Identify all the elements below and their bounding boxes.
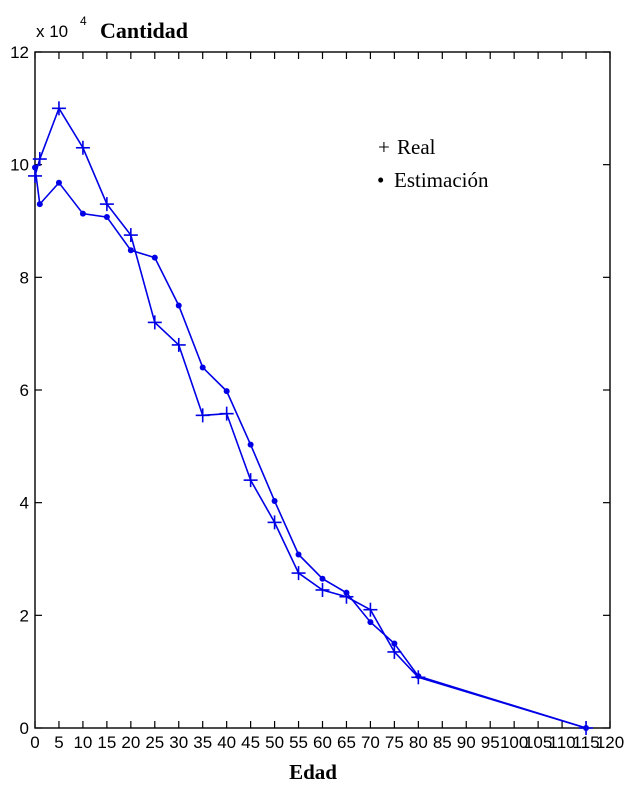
- data-point-plus: [195, 408, 210, 423]
- x-tick-label: 105: [524, 733, 552, 752]
- data-point-plus: [51, 101, 66, 116]
- data-point-dot: [271, 497, 278, 504]
- x-tick-label: 115: [572, 733, 599, 752]
- series-line: [34, 106, 587, 729]
- x-axis-label: Edad: [289, 760, 337, 784]
- y-tick-label: 12: [10, 43, 29, 62]
- x-tick-label: 5: [54, 733, 63, 752]
- data-point-dot: [175, 302, 182, 309]
- x-tick-label: 70: [361, 733, 380, 752]
- x-tick-label: 100: [500, 733, 528, 752]
- x-tick-label: 20: [121, 733, 140, 752]
- x-tick-label: 45: [241, 733, 260, 752]
- data-point-plus: [99, 197, 114, 212]
- data-point-plus: [387, 644, 402, 659]
- data-point-plus: [243, 473, 258, 488]
- data-point-dot: [55, 179, 62, 186]
- data-point-dot: [319, 575, 326, 582]
- y-tick-label: 0: [20, 719, 29, 738]
- x-tick-label: 95: [481, 733, 500, 752]
- x-tick-label: 40: [217, 733, 236, 752]
- series-line: [34, 167, 587, 729]
- x-tick-label: 85: [433, 733, 452, 752]
- y-tick-label: 10: [10, 156, 29, 175]
- axis-ticks: [34, 51, 611, 729]
- data-point-plus: [32, 152, 47, 167]
- x-tick-label: 65: [337, 733, 356, 752]
- x-tick-label: 110: [549, 733, 576, 752]
- x-tick-label: 10: [73, 733, 92, 752]
- x-tick-label: 60: [313, 733, 332, 752]
- data-point-dot: [583, 725, 590, 731]
- data-point-dot: [247, 441, 254, 448]
- y-tick-label: 8: [20, 268, 29, 287]
- data-point-dot: [343, 589, 350, 596]
- legend: + Real • Estimación: [377, 135, 489, 192]
- x-tick-label: 15: [97, 733, 116, 752]
- y-multiplier-label: x 10: [36, 22, 68, 41]
- legend-label-real: Real: [397, 135, 436, 159]
- data-point-plus: [171, 337, 186, 352]
- data-point-dot: [367, 619, 374, 626]
- data-point-plus: [123, 228, 138, 243]
- x-tick-label: 55: [289, 733, 308, 752]
- axis-tick-labels: 0 5 10 15 20 25 30 35 40 45 50 55 60 65 70 75 80 85 90 95 10…: [10, 43, 624, 752]
- legend-symbol-real: +: [378, 135, 390, 159]
- x-tick-label: 30: [169, 733, 188, 752]
- data-point-dot: [295, 551, 302, 558]
- x-tick-label: 120: [596, 733, 624, 752]
- data-point-dot: [391, 640, 398, 647]
- plot-area-frame: [34, 51, 611, 729]
- data-point-plus: [267, 515, 282, 530]
- x-tick-label: 25: [145, 733, 164, 752]
- x-tick-label: 35: [193, 733, 212, 752]
- data-point-plus: [291, 566, 306, 581]
- data-point-plus: [147, 315, 162, 330]
- series-estimacion: [32, 164, 590, 731]
- data-point-plus: [315, 582, 330, 597]
- data-point-dot: [151, 254, 158, 261]
- data-point-dot: [103, 214, 110, 221]
- y-tick-label: 4: [20, 494, 29, 513]
- data-point-plus: [219, 406, 234, 421]
- y-multiplier-exponent: 4: [80, 14, 87, 28]
- data-point-dot: [36, 201, 43, 208]
- data-point-plus: [363, 602, 378, 617]
- series-real: [28, 101, 594, 735]
- data-point-plus: [75, 140, 90, 155]
- data-point-dot: [127, 247, 134, 254]
- data-point-dot: [79, 210, 86, 217]
- x-tick-label: 80: [409, 733, 428, 752]
- series-layer: [28, 101, 594, 735]
- y-tick-label: 6: [20, 381, 29, 400]
- data-point-dot: [32, 164, 38, 171]
- legend-label-estimacion: Estimación: [394, 168, 489, 192]
- legend-symbol-estimacion: •: [377, 168, 384, 192]
- x-tick-label: 90: [457, 733, 476, 752]
- data-point-dot: [223, 388, 230, 395]
- y-tick-label: 2: [20, 606, 29, 625]
- x-tick-label: 0: [30, 733, 39, 752]
- x-tick-label: 75: [385, 733, 404, 752]
- data-point-dot: [199, 364, 206, 371]
- chart-title: Cantidad: [100, 18, 188, 43]
- data-point-dot: [415, 673, 422, 680]
- x-tick-label: 50: [265, 733, 284, 752]
